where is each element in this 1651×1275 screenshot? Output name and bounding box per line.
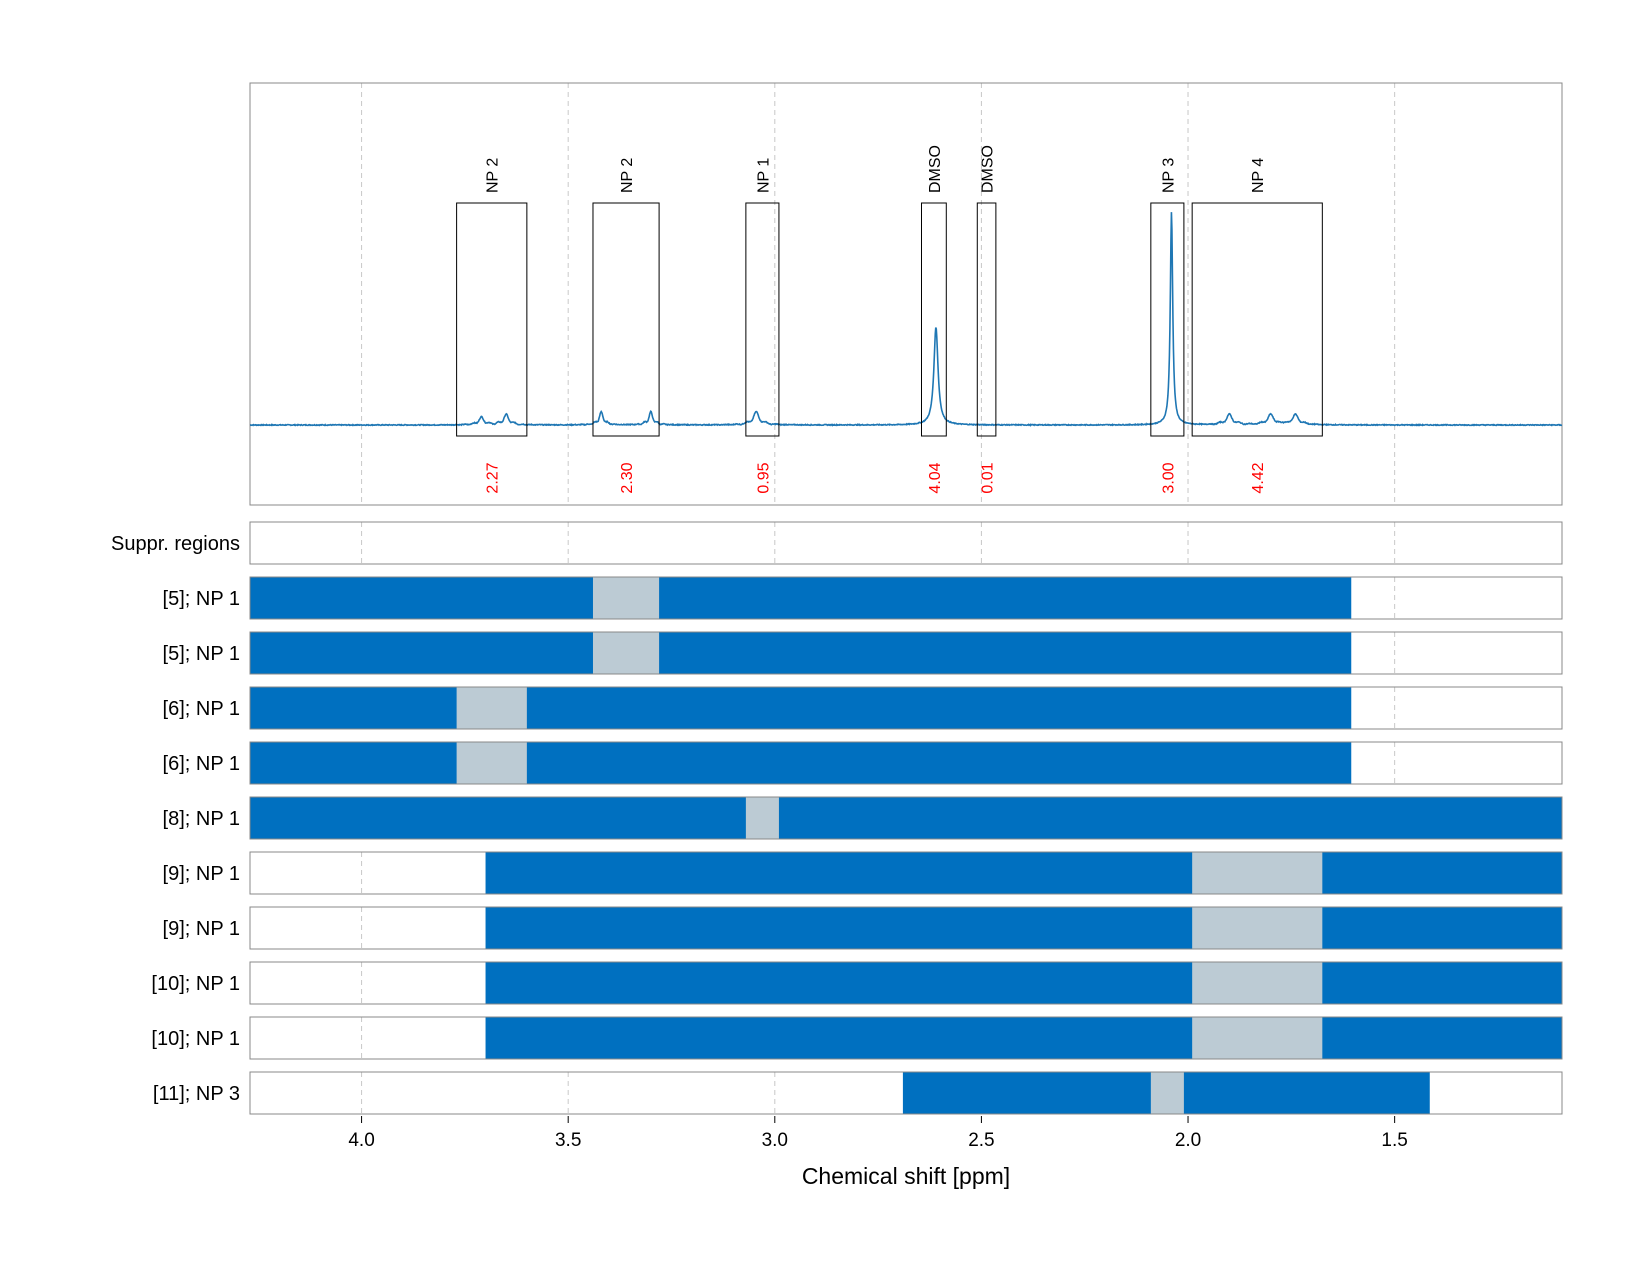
- row-label: [5]; NP 1: [163, 588, 240, 610]
- range-bar: [250, 577, 1352, 619]
- range-row: [9]; NP 1: [163, 906, 1563, 950]
- x-tick-label: 3.5: [555, 1130, 581, 1151]
- range-bar: [485, 907, 1562, 949]
- grid-lines: [361, 83, 1396, 505]
- spectrum-line: [249, 212, 1563, 427]
- suppressed-segment: [592, 577, 660, 619]
- range-bar: [250, 687, 1352, 729]
- range-bar: [250, 742, 1352, 784]
- range-bar: [485, 852, 1562, 894]
- row-frame: [249, 576, 1563, 620]
- integral-value: 2.30: [619, 462, 636, 493]
- row-label: [10]; NP 1: [151, 973, 240, 995]
- range-bar: [250, 797, 1562, 839]
- row-label: [10]; NP 1: [151, 1028, 240, 1050]
- spectrum-panel: NP 2 2.27 NP 2 2.30 NP 1 0.95 DMSO 4.04 DMSO 0.01…: [249, 82, 1563, 506]
- range-row: [10]; NP 1: [151, 1016, 1563, 1060]
- row-frame: [249, 851, 1563, 895]
- range-rows: Suppr. regions [5]; NP 1 [5]; NP 1 [6]; NP …: [111, 521, 1563, 1115]
- range-row: [10]; NP 1: [151, 961, 1563, 1005]
- row-label: [6]; NP 1: [163, 698, 240, 720]
- row-frame: [249, 1071, 1563, 1115]
- range-row: [11]; NP 3: [153, 1071, 1563, 1115]
- range-bar: [485, 962, 1562, 1004]
- range-row: Suppr. regions: [111, 521, 1563, 565]
- row-frame: [249, 741, 1563, 785]
- integral-value: 4.04: [927, 462, 944, 493]
- integration-box: [920, 202, 947, 437]
- spectrum-frame: [249, 82, 1563, 506]
- row-label: Suppr. regions: [111, 533, 240, 555]
- integration-region-label: DMSO: [927, 145, 944, 193]
- integration-box: [1150, 202, 1185, 437]
- row-frame: [249, 1016, 1563, 1060]
- row-frame: [249, 686, 1563, 730]
- range-row: [8]; NP 1: [163, 796, 1563, 840]
- integration-box: [456, 202, 528, 437]
- integration-region-label: NP 2: [619, 158, 636, 193]
- x-tick-label: 3.0: [762, 1130, 788, 1151]
- row-label: [5]; NP 1: [163, 643, 240, 665]
- row-frame: [249, 796, 1563, 840]
- integration-region-label: DMSO: [980, 145, 997, 193]
- suppressed-segment: [745, 797, 779, 839]
- x-axis-title: Chemical shift [ppm]: [802, 1163, 1010, 1189]
- integration-region-label: NP 1: [755, 158, 772, 193]
- range-bar: [485, 1017, 1562, 1059]
- integral-value: 3.00: [1160, 462, 1177, 493]
- integral-value: 0.01: [980, 462, 997, 493]
- integration-box: [1191, 202, 1323, 437]
- row-label: [8]; NP 1: [163, 808, 240, 830]
- integration-region-label: NP 3: [1160, 158, 1177, 193]
- suppressed-segment: [592, 632, 660, 674]
- range-bar: [250, 632, 1352, 674]
- x-tick-label: 2.5: [968, 1130, 994, 1151]
- suppressed-segment: [1192, 852, 1323, 894]
- row-frame: [249, 961, 1563, 1005]
- x-axis: Chemical shift [ppm] 4.0 3.5 3.0 2.5 2.0 1.5: [348, 1116, 1408, 1189]
- range-row: [6]; NP 1: [163, 686, 1563, 730]
- integration-region-label: NP 4: [1250, 158, 1267, 193]
- suppressed-segment: [456, 742, 527, 784]
- suppressed-segment: [1150, 1072, 1184, 1114]
- integral-value: 0.95: [755, 462, 772, 493]
- row-frame: [249, 521, 1563, 565]
- integral-value: 2.27: [485, 462, 502, 493]
- suppressed-segment: [1192, 1017, 1323, 1059]
- row-label: [9]; NP 1: [163, 863, 240, 885]
- row-label: [9]; NP 1: [163, 918, 240, 940]
- range-row: [5]; NP 1: [163, 631, 1563, 675]
- range-row: [9]; NP 1: [163, 851, 1563, 895]
- suppressed-segment: [456, 687, 527, 729]
- x-tick-label: 4.0: [348, 1130, 374, 1151]
- integral-value: 4.42: [1250, 462, 1267, 493]
- row-label: [11]; NP 3: [153, 1083, 240, 1105]
- row-frame: [249, 631, 1563, 675]
- row-frame: [249, 906, 1563, 950]
- x-tick-label: 1.5: [1381, 1130, 1407, 1151]
- integration-box: [745, 202, 780, 437]
- integration-box: [976, 202, 997, 437]
- integration-box: [592, 202, 660, 437]
- integration-region-label: NP 2: [485, 158, 502, 193]
- range-row: [6]; NP 1: [163, 741, 1563, 785]
- x-tick-label: 2.0: [1175, 1130, 1201, 1151]
- suppressed-segment: [1192, 962, 1323, 1004]
- range-row: [5]; NP 1: [163, 576, 1563, 620]
- suppressed-segment: [1192, 907, 1323, 949]
- row-label: [6]; NP 1: [163, 753, 240, 775]
